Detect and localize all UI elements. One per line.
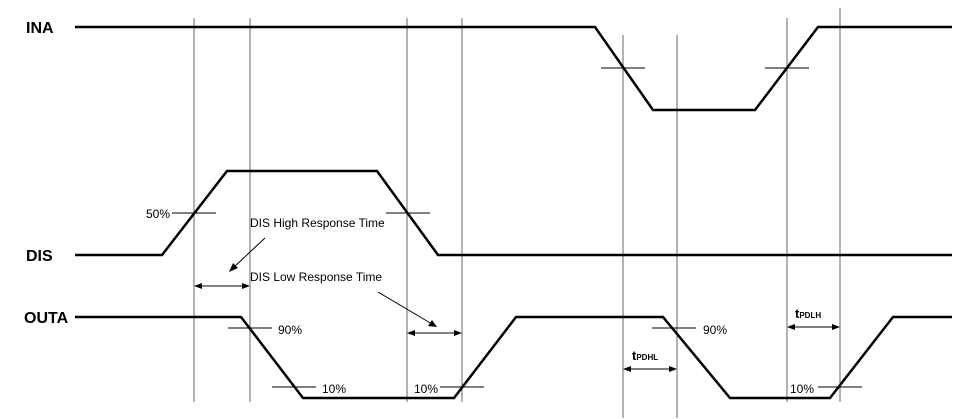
tpdhl-subscript: PDHL [636, 353, 658, 362]
out-10-label-c: 10% [790, 382, 814, 396]
tpdhl-label: tPDHL [632, 348, 658, 363]
tpdhl-main: t [632, 348, 637, 363]
tpdlh-label: tPDLH [795, 306, 821, 321]
outa-signal-label: OUTA [24, 310, 69, 327]
ina-signal-label: INA [26, 20, 54, 37]
reference-lines [193, 8, 841, 418]
out-90-label-b: 90% [703, 323, 727, 337]
out-90-label-a: 90% [278, 323, 302, 337]
dis-high-response-arrow [194, 283, 250, 289]
out-10-label-a: 10% [322, 382, 346, 396]
dis-high-leader-head [229, 263, 238, 272]
dis-50-percent-label: 50% [146, 207, 170, 221]
dis-signal-label: DIS [26, 248, 53, 265]
tpdhl-arrow [623, 366, 677, 372]
dis-waveform [75, 169, 952, 257]
timing-arrows [194, 283, 840, 372]
dis-low-response-label: DIS Low Response Time [250, 270, 382, 284]
leader-arrows [229, 237, 437, 327]
dis-low-leader-head [428, 320, 437, 327]
tpdlh-subscript: PDLH [799, 311, 821, 320]
threshold-ticks [172, 67, 862, 388]
dis-low-response-arrow [407, 330, 462, 336]
dis-high-response-label: DIS High Response Time [250, 216, 385, 230]
dis-low-leader [377, 291, 433, 325]
out-10-label-b: 10% [414, 382, 438, 396]
outa-waveform [75, 315, 952, 400]
tpdlh-arrow [787, 324, 840, 330]
tpdlh-main: t [795, 306, 800, 321]
dis-high-leader [233, 237, 266, 268]
ina-waveform [75, 25, 952, 112]
